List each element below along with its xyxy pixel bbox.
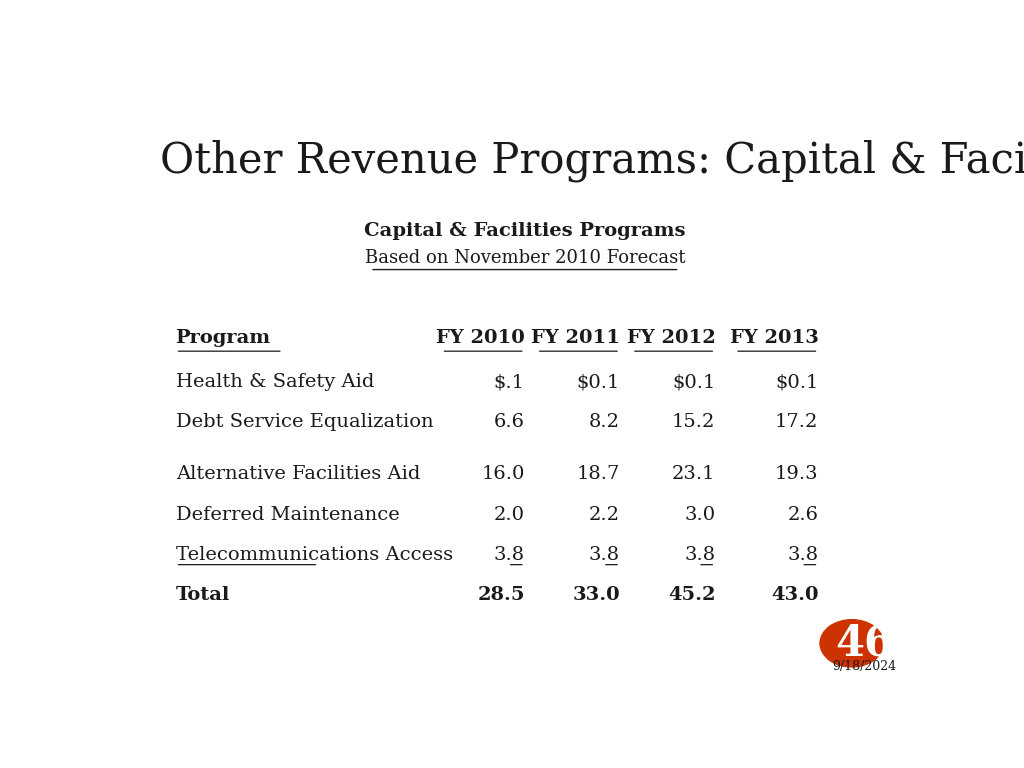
Text: Capital & Facilities Programs: Capital & Facilities Programs <box>365 222 685 240</box>
Text: Program: Program <box>176 329 270 346</box>
Text: 8.2: 8.2 <box>589 413 620 432</box>
Text: 23.1: 23.1 <box>672 465 715 483</box>
Text: 2.6: 2.6 <box>787 505 818 524</box>
Text: 3.8: 3.8 <box>787 546 818 564</box>
Text: FY 2010: FY 2010 <box>436 329 524 346</box>
Text: 33.0: 33.0 <box>572 586 620 604</box>
Text: 19.3: 19.3 <box>775 465 818 483</box>
Text: $.1: $.1 <box>494 373 524 391</box>
Text: 3.8: 3.8 <box>684 546 715 564</box>
Text: Health & Safety Aid: Health & Safety Aid <box>176 373 374 391</box>
Text: Based on November 2010 Forecast: Based on November 2010 Forecast <box>365 249 685 266</box>
Text: Debt Service Equalization: Debt Service Equalization <box>176 413 433 432</box>
Text: FY 2013: FY 2013 <box>729 329 818 346</box>
Text: 2.0: 2.0 <box>494 505 524 524</box>
Text: FY 2011: FY 2011 <box>531 329 620 346</box>
Text: 3.0: 3.0 <box>684 505 715 524</box>
Text: Deferred Maintenance: Deferred Maintenance <box>176 505 399 524</box>
Text: 9/18/2024: 9/18/2024 <box>833 660 897 674</box>
Text: $0.1: $0.1 <box>672 373 715 391</box>
Text: $0.1: $0.1 <box>577 373 620 391</box>
Text: 43.0: 43.0 <box>771 586 818 604</box>
Text: 18.7: 18.7 <box>577 465 620 483</box>
Text: 16.0: 16.0 <box>481 465 524 483</box>
Text: $0.1: $0.1 <box>775 373 818 391</box>
Text: 28.5: 28.5 <box>477 586 524 604</box>
Text: 15.2: 15.2 <box>672 413 715 432</box>
Text: 3.8: 3.8 <box>494 546 524 564</box>
Text: 2.2: 2.2 <box>589 505 620 524</box>
Text: Alternative Facilities Aid: Alternative Facilities Aid <box>176 465 420 483</box>
Text: 46: 46 <box>836 622 894 664</box>
Text: 6.6: 6.6 <box>494 413 524 432</box>
Text: Telecommunications Access: Telecommunications Access <box>176 546 453 564</box>
Text: Other Revenue Programs: Capital & Facilities Budget: Other Revenue Programs: Capital & Facili… <box>160 140 1024 182</box>
Text: Total: Total <box>176 586 230 604</box>
Text: 3.8: 3.8 <box>589 546 620 564</box>
Text: FY 2012: FY 2012 <box>627 329 715 346</box>
FancyBboxPatch shape <box>120 86 930 690</box>
Circle shape <box>820 620 884 667</box>
Text: 45.2: 45.2 <box>668 586 715 604</box>
Text: 17.2: 17.2 <box>775 413 818 432</box>
